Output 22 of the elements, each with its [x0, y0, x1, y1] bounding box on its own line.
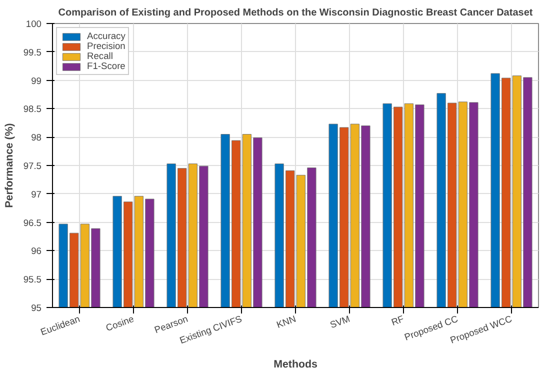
y-tick-label: 97: [31, 189, 42, 200]
legend-label: F1-Score: [87, 61, 126, 71]
x-axis-title: Methods: [274, 358, 318, 370]
y-tick-label: 100: [26, 19, 42, 29]
y-tick-label: 95: [31, 303, 42, 313]
y-tick-label: 99.5: [23, 47, 42, 58]
legend-label: Recall: [87, 51, 113, 61]
y-tick-label: 96: [31, 246, 42, 256]
y-axis-title: Performance (%): [3, 122, 16, 208]
y-tick-label: 97.5: [23, 161, 42, 171]
x-tick-label: KNN: [275, 314, 298, 330]
chart-title: Comparison of Existing and Proposed Methods on the Wisconsin Diagnostic Breast Cancer Dataset: [58, 8, 534, 18]
y-tick-label: 96.5: [23, 218, 42, 228]
x-tick-label: RF: [390, 314, 406, 328]
x-tick-label: SVM: [328, 314, 352, 330]
y-tick-label: 98: [31, 132, 42, 143]
y-tick-label: 98.5: [23, 104, 42, 114]
legend-label: Precision: [87, 41, 126, 51]
x-tick-label: Cosine: [104, 314, 136, 334]
legend-label: Accuracy: [87, 31, 126, 41]
y-tick-label: 95.5: [23, 274, 42, 285]
y-tick-label: 99: [31, 76, 42, 86]
